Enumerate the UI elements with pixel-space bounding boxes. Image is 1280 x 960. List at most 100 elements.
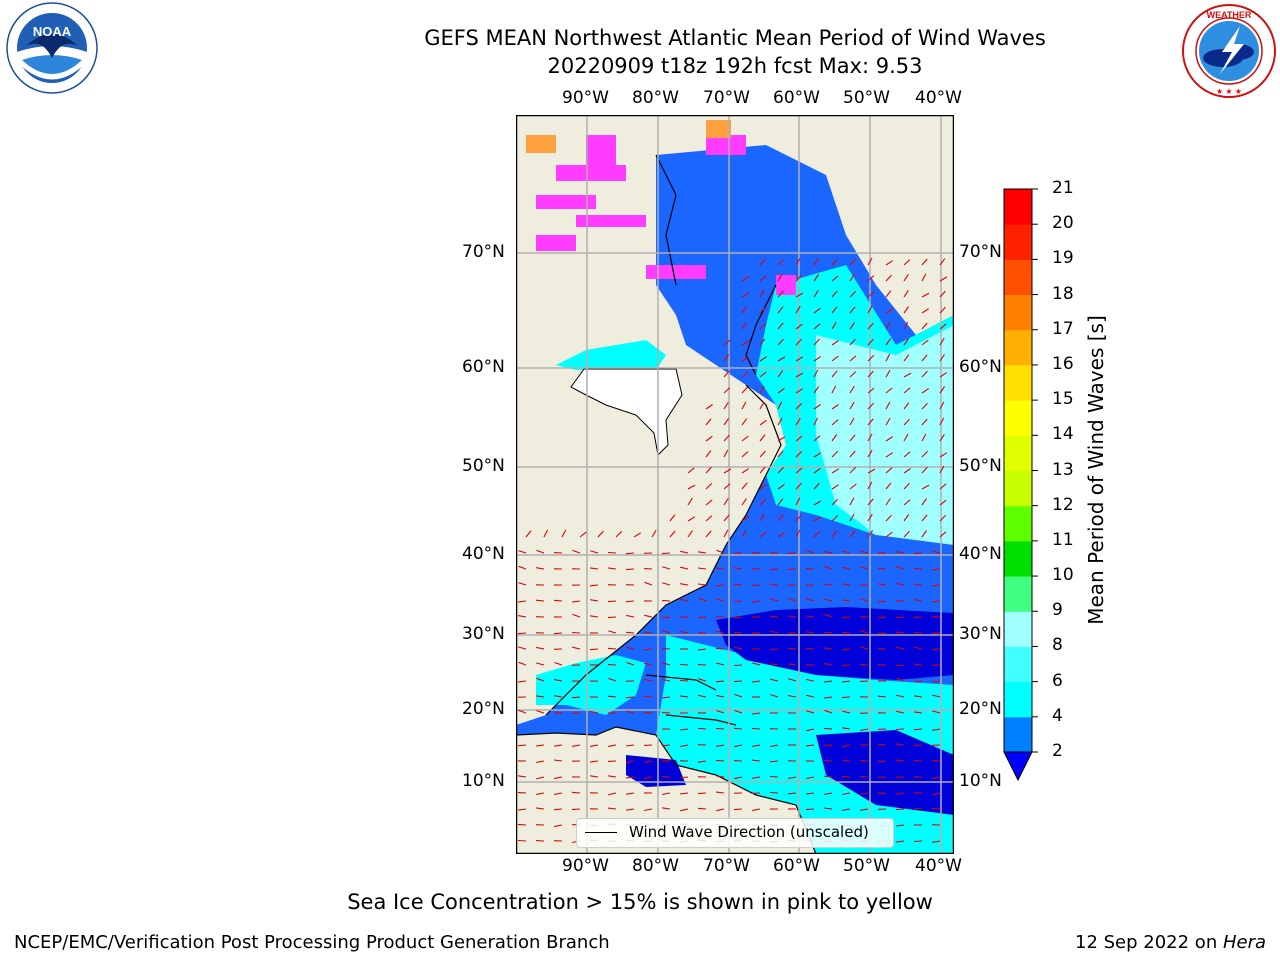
wave-direction-arrow (733, 600, 743, 603)
wave-direction-arrow (518, 661, 527, 666)
wave-direction-arrow (813, 386, 820, 394)
wave-direction-arrow (896, 551, 905, 554)
wave-direction-arrow (759, 499, 767, 506)
wave-direction-arrow (939, 290, 946, 298)
wave-direction-arrow (517, 839, 527, 842)
wave-direction-arrow (867, 305, 873, 314)
wave-direction-arrow (723, 514, 730, 522)
wave-direction-arrow (813, 500, 822, 506)
wave-direction-arrow (733, 664, 743, 667)
wave-direction-arrow (795, 388, 804, 394)
lon-label: 90°W (562, 88, 609, 108)
wave-direction-arrow (716, 791, 725, 794)
wave-direction-arrow (931, 600, 941, 603)
wave-direction-arrow (697, 616, 707, 619)
wave-direction-arrow (805, 808, 815, 811)
wave-direction-arrow (705, 435, 713, 442)
colorbar-segment (1004, 329, 1032, 366)
wave-direction-arrow (518, 709, 527, 714)
wave-direction-arrow (931, 807, 941, 810)
wave-direction-arrow (877, 792, 887, 795)
wave-direction-arrow (813, 356, 822, 362)
wave-direction-arrow (571, 696, 581, 699)
wave-direction-arrow (921, 402, 928, 410)
colorbar (1003, 188, 1038, 782)
wave-direction-arrow (661, 775, 671, 778)
wave-direction-arrow (903, 530, 910, 538)
wave-direction-arrow (517, 823, 527, 826)
wave-direction-arrow (841, 775, 851, 778)
wave-direction-arrow (525, 530, 532, 538)
colorbar-tick-label: 4 (1052, 705, 1063, 726)
wave-direction-arrow (849, 483, 857, 490)
colorbar-tick-label: 14 (1052, 424, 1074, 445)
wave-direction-arrow (518, 582, 527, 586)
wave-direction-arrow (715, 759, 725, 762)
wave-direction-arrow (759, 385, 765, 394)
lat-label: 20°N (959, 699, 1002, 719)
wave-direction-arrow (777, 306, 784, 314)
wave-direction-arrow (554, 824, 563, 828)
colorbar-tick-label: 16 (1052, 353, 1074, 374)
wave-direction-arrow (885, 308, 894, 314)
map-subtitle: 20220909 t18z 192h fcst Max: 9.53 (547, 54, 923, 78)
wave-direction-arrow (741, 482, 748, 490)
wave-direction-arrow (777, 273, 783, 282)
wave-direction-arrow (914, 711, 923, 714)
wave-direction-arrow (813, 531, 821, 538)
wave-direction-arrow (896, 710, 905, 714)
wave-direction-arrow (795, 514, 802, 522)
wave-direction-arrow (795, 274, 802, 282)
colorbar-segment (1004, 435, 1032, 471)
wave-direction-arrow (867, 387, 875, 394)
wave-direction-arrow (903, 499, 911, 506)
ocean-low-core (626, 755, 686, 787)
wave-direction-arrow (867, 449, 873, 458)
wave-direction-arrow (903, 354, 910, 362)
wave-direction-arrow (831, 468, 840, 474)
lon-label: 90°W (562, 856, 609, 876)
ocean-cyan-band (536, 655, 646, 715)
wave-direction-arrow (831, 258, 838, 266)
wave-direction-arrow (921, 418, 928, 426)
wave-direction-arrow (867, 338, 874, 346)
wave-direction-arrow (895, 582, 905, 586)
wave-direction-arrow (903, 468, 911, 474)
wave-direction-arrow (885, 387, 893, 394)
wave-direction-arrow (921, 514, 928, 522)
wave-direction-arrow (831, 306, 838, 314)
wave-direction-arrow (680, 776, 689, 779)
wave-direction-arrow (759, 356, 768, 362)
wave-direction-arrow (939, 417, 945, 426)
wave-direction-arrow (921, 388, 930, 394)
colorbar-tick-label: 2 (1052, 741, 1063, 761)
wave-direction-arrow (806, 728, 815, 732)
wave-direction-arrow (680, 792, 689, 795)
wave-direction-arrow (608, 677, 617, 682)
wave-direction-arrow (849, 467, 857, 474)
wave-direction-arrow (607, 807, 617, 810)
wave-direction-arrow (777, 498, 784, 506)
wave-direction-arrow (824, 647, 833, 650)
wave-direction-arrow (824, 613, 833, 618)
wave-direction-arrow (813, 404, 821, 410)
wave-direction-arrow (939, 483, 947, 490)
wave-direction-arrow (849, 258, 856, 266)
lat-label: 70°N (462, 242, 505, 262)
wave-direction-arrow (788, 615, 797, 618)
wave-direction-arrow (939, 323, 947, 330)
wave-direction-arrow (913, 583, 923, 586)
wave-direction-arrow (752, 776, 761, 779)
wave-direction-arrow (849, 322, 856, 330)
sea-ice-note: Sea Ice Concentration > 15% is shown in … (347, 890, 933, 914)
wave-direction-arrow (662, 679, 671, 682)
wave-direction-arrow (896, 743, 905, 746)
wave-direction-arrow (680, 808, 689, 812)
wave-direction-arrow (716, 775, 725, 778)
wave-direction-arrow (554, 776, 563, 780)
wave-direction-arrow (777, 338, 784, 346)
wave-direction-arrow (795, 451, 803, 458)
wave-direction-arrow (770, 678, 779, 682)
wave-direction-arrow (697, 727, 707, 730)
wave-direction-arrow (842, 808, 851, 811)
